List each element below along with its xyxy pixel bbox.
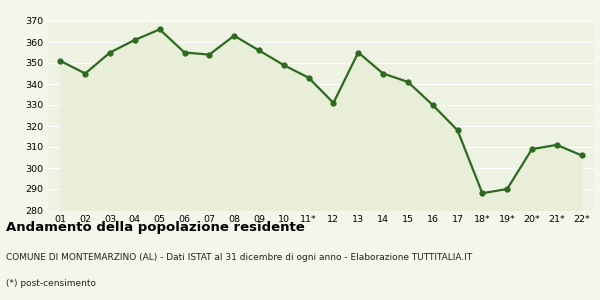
Text: (*) post-censimento: (*) post-censimento xyxy=(6,279,96,288)
Text: Andamento della popolazione residente: Andamento della popolazione residente xyxy=(6,220,305,233)
Text: COMUNE DI MONTEMARZINO (AL) - Dati ISTAT al 31 dicembre di ogni anno - Elaborazi: COMUNE DI MONTEMARZINO (AL) - Dati ISTAT… xyxy=(6,254,472,262)
